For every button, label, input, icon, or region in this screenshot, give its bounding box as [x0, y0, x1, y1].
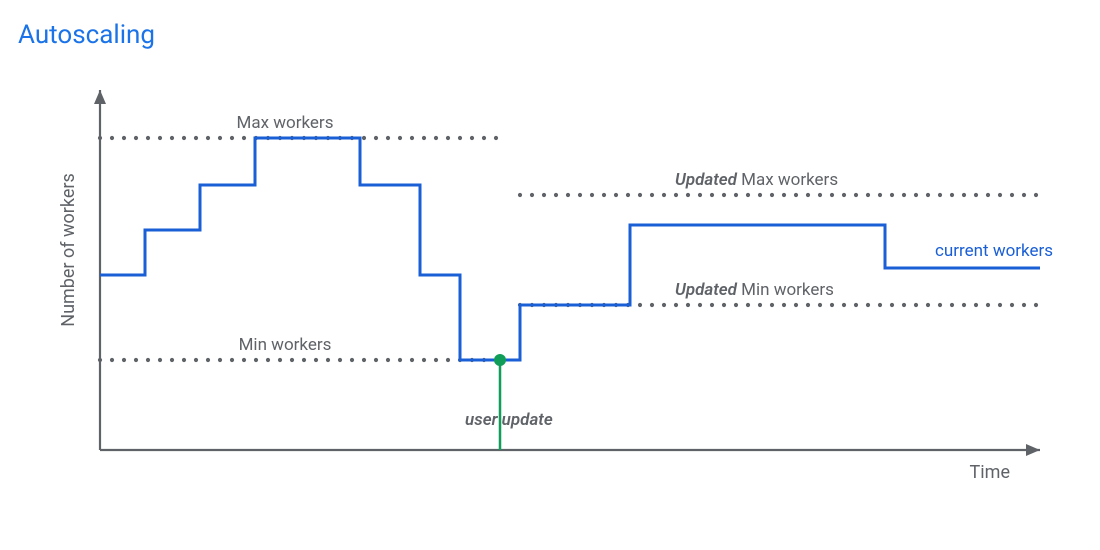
dotted-label-min1: Min workers [239, 335, 332, 355]
dotted-label-max2: Updated Max workers [675, 170, 838, 190]
dotted-line-min1 [98, 358, 498, 362]
arrowhead-icon [94, 90, 106, 104]
chart-container: Number of workers Time Max workers Min work… [60, 80, 1070, 510]
page-title: Autoscaling [18, 20, 155, 50]
arrowhead-icon [1026, 444, 1040, 456]
dotted-label-min2: Updated Min workers [675, 280, 834, 300]
y-axis-label: Number of workers [60, 173, 79, 327]
workers-step-line [100, 138, 1040, 360]
autoscaling-chart: Number of workers Time Max workers Min work… [60, 80, 1070, 510]
x-axis-label: Time [970, 462, 1010, 483]
dotted-line-max2 [518, 193, 1038, 197]
page-root: Autoscaling Number of workers Time Max wor… [0, 0, 1100, 550]
user-update-label: user update [465, 410, 553, 430]
series-label-current-workers: current workers [935, 241, 1053, 261]
user-update-dot-icon [494, 354, 506, 366]
dotted-label-max1: Max workers [237, 113, 334, 133]
